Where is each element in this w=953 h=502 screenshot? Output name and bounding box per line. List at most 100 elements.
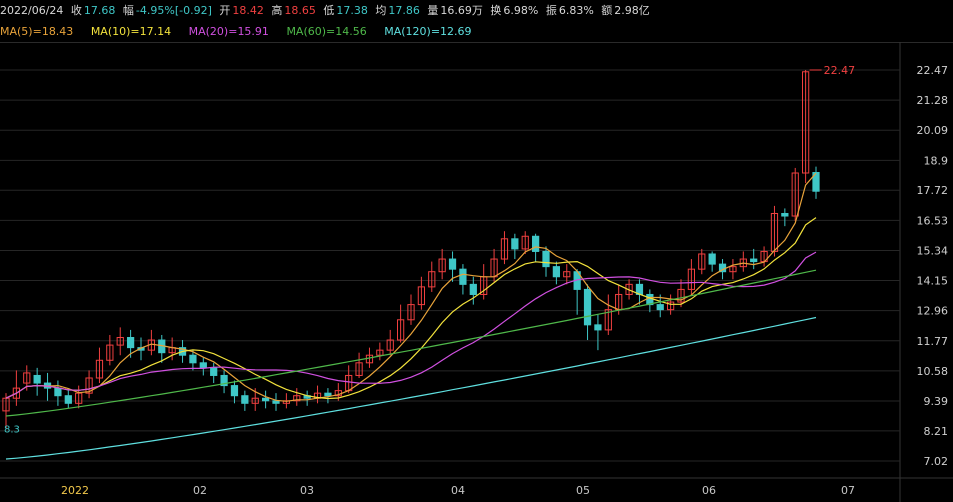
candle-body bbox=[241, 395, 249, 404]
turnover-label: 换 bbox=[490, 4, 502, 17]
x-tick-label: 02 bbox=[193, 484, 207, 497]
y-tick-label: 21.28 bbox=[917, 94, 949, 107]
candle-body bbox=[802, 71, 810, 174]
y-tick-label: 14.15 bbox=[917, 275, 949, 288]
candle-body bbox=[812, 171, 820, 192]
y-tick-label: 7.02 bbox=[924, 455, 949, 468]
y-tick-label: 12.96 bbox=[917, 305, 949, 318]
amplitude-label: 振 bbox=[545, 4, 557, 17]
candle-body bbox=[2, 397, 10, 412]
candle-body bbox=[23, 372, 31, 384]
change-value: -4.95%[-0.92] bbox=[135, 4, 212, 17]
candle-body bbox=[469, 283, 477, 295]
volume-label: 量 bbox=[427, 4, 439, 17]
candle-body bbox=[199, 362, 207, 369]
y-tick-label: 15.34 bbox=[917, 244, 949, 257]
candle-body bbox=[532, 235, 540, 252]
candle-body bbox=[625, 283, 633, 295]
candle-body bbox=[324, 392, 332, 397]
candle-body bbox=[739, 258, 747, 268]
candle-body bbox=[594, 324, 602, 331]
candle-body bbox=[521, 235, 529, 250]
y-tick-label: 16.53 bbox=[917, 214, 949, 227]
open-label: 开 bbox=[219, 4, 231, 17]
x-tick-label: 2022 bbox=[61, 484, 89, 497]
open-value: 18.42 bbox=[232, 4, 264, 17]
candle-body bbox=[95, 359, 104, 379]
candle-body bbox=[750, 258, 758, 263]
candle-body bbox=[116, 336, 124, 346]
candle-body bbox=[262, 397, 270, 402]
candle-body bbox=[251, 397, 259, 404]
amount-value: 2.98亿 bbox=[614, 4, 650, 17]
volume-value: 16.69万 bbox=[440, 4, 483, 17]
candle-body bbox=[85, 377, 93, 394]
candle-body bbox=[770, 212, 779, 252]
ma5-line bbox=[5, 172, 817, 402]
candle-body bbox=[698, 253, 706, 270]
x-tick-label: 03 bbox=[300, 484, 314, 497]
y-tick-label: 22.47 bbox=[917, 64, 949, 77]
candle-body bbox=[656, 304, 664, 311]
candle-body bbox=[220, 374, 228, 387]
high-value: 18.65 bbox=[284, 4, 316, 17]
y-tick-label: 11.77 bbox=[917, 335, 949, 348]
candle-body bbox=[583, 288, 592, 326]
y-tick-label: 8.21 bbox=[924, 425, 949, 438]
ma20-line bbox=[5, 251, 817, 399]
candle-body bbox=[459, 268, 467, 285]
candle-body bbox=[708, 253, 716, 265]
candle-body bbox=[667, 301, 675, 311]
candle-body bbox=[791, 172, 799, 217]
ma20-legend: MA(20)=15.91 bbox=[188, 25, 269, 38]
ma-legend: MA(5)=18.43 MA(10)=17.14 MA(20)=15.91 MA… bbox=[0, 22, 953, 43]
date: 2022/06/24 bbox=[0, 4, 64, 17]
change-label: 幅 bbox=[122, 4, 134, 17]
candle-body bbox=[189, 354, 197, 364]
ma5-legend: MA(5)=18.43 bbox=[0, 25, 74, 38]
candle-body bbox=[428, 271, 436, 288]
candle-body bbox=[687, 268, 695, 290]
y-tick-label: 10.58 bbox=[917, 365, 949, 378]
candle-body bbox=[12, 387, 20, 399]
low-label: 低 bbox=[323, 4, 335, 17]
candle-body bbox=[438, 258, 446, 273]
ma60-legend: MA(60)=14.56 bbox=[286, 25, 367, 38]
low-value: 17.38 bbox=[336, 4, 368, 17]
x-tick-label: 06 bbox=[702, 484, 716, 497]
turnover-value: 6.98% bbox=[503, 4, 539, 17]
avg-value: 17.86 bbox=[388, 4, 420, 17]
candle-body bbox=[511, 238, 519, 250]
candle-body bbox=[448, 258, 457, 270]
close-value: 17.68 bbox=[83, 4, 116, 17]
ma120-line bbox=[5, 316, 817, 460]
x-tick-label: 05 bbox=[576, 484, 590, 497]
candle-body bbox=[500, 238, 509, 260]
close-label: 收 bbox=[70, 4, 82, 17]
candle-body bbox=[230, 385, 239, 397]
candle-body bbox=[563, 271, 571, 278]
candle-body bbox=[729, 266, 737, 273]
y-tick-label: 9.39 bbox=[924, 395, 949, 408]
candle-body bbox=[355, 362, 363, 376]
candle-body bbox=[210, 367, 218, 376]
candle-body bbox=[272, 400, 280, 404]
x-tick-label: 04 bbox=[451, 484, 465, 497]
candle-body bbox=[397, 319, 405, 341]
candle-body bbox=[293, 395, 301, 402]
candle-body bbox=[604, 309, 612, 331]
ma10-line bbox=[5, 217, 817, 400]
candle-body bbox=[542, 250, 550, 268]
y-tick-label: 20.09 bbox=[917, 124, 949, 137]
quote-info-bar: 2022/06/24 收 17.68 幅 -4.95%[-0.92] 开 18.42 … bbox=[0, 0, 953, 22]
low-annotation: 8.3 bbox=[4, 425, 20, 436]
candle-body bbox=[386, 339, 394, 351]
candle-body bbox=[376, 349, 384, 356]
ma10-legend: MA(10)=17.14 bbox=[90, 25, 172, 38]
x-tick-label: 07 bbox=[841, 484, 855, 497]
candle-body bbox=[64, 395, 72, 404]
avg-label: 均 bbox=[375, 4, 387, 17]
candle-body bbox=[677, 288, 685, 303]
amplitude-value: 6.83% bbox=[558, 4, 594, 17]
